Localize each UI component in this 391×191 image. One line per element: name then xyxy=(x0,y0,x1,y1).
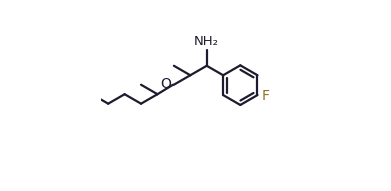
Text: NH₂: NH₂ xyxy=(194,35,219,48)
Text: F: F xyxy=(261,89,269,103)
Text: O: O xyxy=(160,77,171,91)
